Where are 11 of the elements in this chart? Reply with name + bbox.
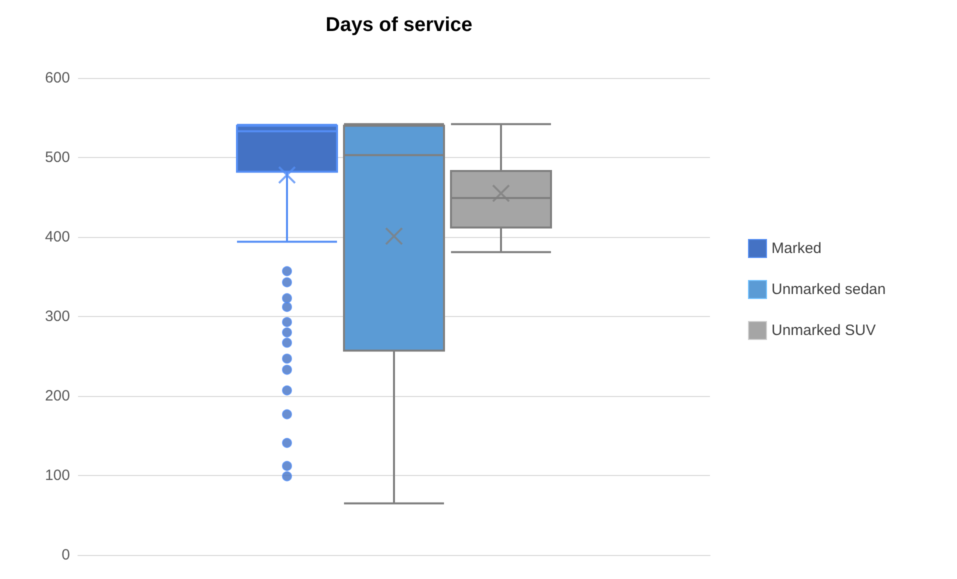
y-tick-label: 500 bbox=[44, 149, 70, 166]
y-tick-label: 600 bbox=[44, 70, 70, 86]
legend-label: Marked bbox=[772, 240, 822, 257]
y-tick-label: 0 bbox=[62, 546, 70, 564]
legend-label: Unmarked SUV bbox=[772, 322, 876, 339]
chart-title: Days of service bbox=[326, 14, 472, 36]
y-tick-label: 100 bbox=[44, 467, 70, 484]
y-tick-label: 400 bbox=[44, 228, 70, 246]
legend-label: Unmarked sedan bbox=[772, 281, 886, 298]
y-tick-label: 300 bbox=[44, 308, 70, 325]
y-tick-label: 200 bbox=[44, 388, 70, 404]
